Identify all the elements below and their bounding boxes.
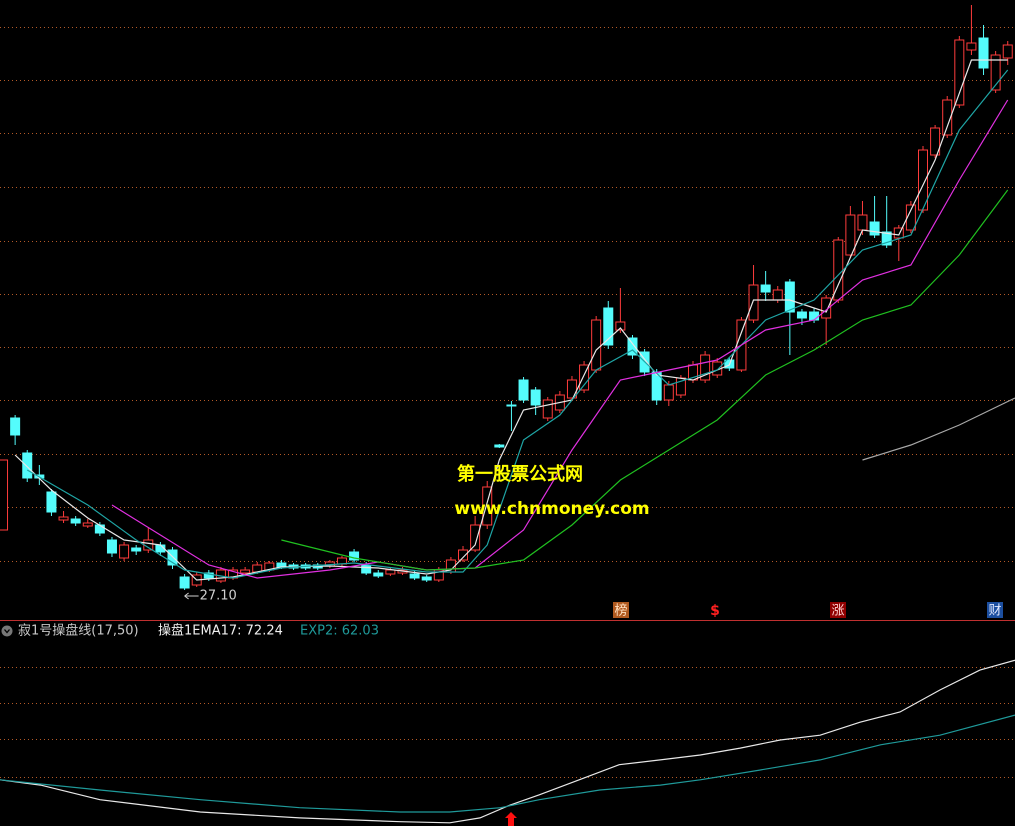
signal: 涨 (831, 604, 844, 619)
indicator-line (0, 714, 1015, 813)
candle-body (94, 524, 105, 534)
candle-body (796, 311, 807, 319)
candle-body (361, 564, 372, 574)
buy-arrow (505, 812, 517, 826)
candle-body (663, 384, 674, 401)
candle-body (106, 539, 117, 554)
indicator-title: 寂1号操盘线(17,50) (18, 623, 139, 639)
price-panel: 27.10 (0, 5, 1015, 604)
candle-body (978, 37, 989, 69)
candle-body (821, 297, 832, 319)
watermark: 第一股票公式网 (457, 463, 583, 485)
candle-body (869, 221, 880, 236)
legend-entry: EXP2: 62.03 (300, 624, 379, 639)
candle-body (421, 576, 432, 581)
indicator-line (26, 69, 1009, 579)
candle-body (700, 354, 711, 381)
candle-body (385, 569, 396, 575)
candle-body (119, 544, 130, 559)
candle-body (518, 379, 529, 401)
candle-body (930, 127, 941, 156)
candle-body (809, 311, 820, 321)
candle-body (905, 204, 916, 231)
candle-body (566, 379, 577, 399)
indicator-line (0, 659, 1015, 824)
candle-body (131, 547, 142, 552)
signal-box (613, 602, 629, 618)
candle-body (591, 319, 602, 371)
signal-box (830, 602, 846, 618)
candle-body (784, 281, 795, 313)
candle-body (893, 227, 904, 239)
candle-body (0, 459, 9, 531)
candle-body (542, 399, 553, 419)
candle-body (373, 572, 384, 577)
candle-body (349, 551, 360, 561)
candle-body (942, 99, 953, 136)
signal-box (987, 602, 1003, 618)
candle-body (990, 54, 1001, 91)
candle-body (167, 549, 178, 566)
indicator-line (111, 99, 1009, 579)
collapse-chevron (4, 629, 10, 634)
candle-body (857, 214, 868, 231)
candle-body (240, 569, 251, 574)
candle-body (82, 522, 93, 527)
candle-body (409, 573, 420, 579)
candle-body (10, 417, 21, 436)
candle-body (470, 524, 481, 551)
signal: $ (710, 603, 720, 619)
candle-body (954, 39, 965, 106)
collapse-icon[interactable] (1, 625, 13, 637)
candle-body (615, 321, 626, 331)
candle-body (760, 284, 771, 293)
candle-body (506, 404, 517, 407)
candle-body (70, 518, 81, 524)
candle-body (772, 289, 783, 301)
candle-body (579, 364, 590, 391)
candle-body (482, 486, 493, 526)
candle-body (603, 307, 614, 346)
indicator-line (14, 59, 1008, 581)
candle-body (845, 214, 856, 256)
low-label: 27.10 (200, 589, 237, 604)
legend-entry: 操盘1EMA17: 72.24 (158, 623, 283, 639)
candle-body (458, 549, 469, 561)
candle-body (966, 42, 977, 51)
candle-body (22, 452, 33, 479)
candle-body (530, 389, 541, 406)
watermark-url: www.chnmoney.com (454, 499, 649, 519)
indicator-line (281, 189, 1009, 571)
signal: 财 (988, 604, 1001, 619)
candle-body (881, 231, 892, 246)
low-arrow (184, 592, 199, 600)
signal: 榜 (614, 603, 627, 619)
candle-body (46, 491, 57, 513)
candle-body (58, 516, 69, 521)
candle-body (748, 284, 759, 321)
candle-body (1002, 44, 1013, 59)
candle-body (494, 444, 505, 448)
candle-body (179, 576, 190, 589)
indicator-panel (0, 659, 1015, 824)
candle-body (203, 572, 214, 579)
indicator-line (862, 397, 1015, 461)
candle-body (627, 337, 638, 356)
